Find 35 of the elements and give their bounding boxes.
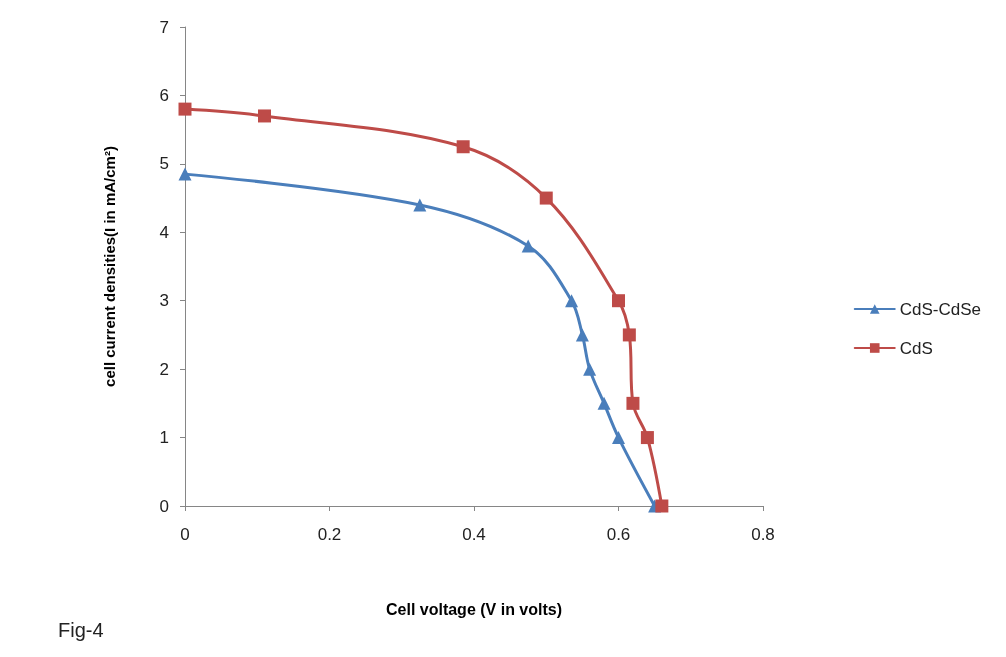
y-tick-label: 3	[159, 291, 169, 311]
legend-label: CdS-CdSe	[899, 299, 982, 319]
x-tick-label: 0	[180, 525, 190, 544]
x-tick-label: 0.2	[317, 525, 342, 544]
point	[413, 198, 427, 212]
point	[626, 396, 640, 410]
y-tick-label: 7	[159, 17, 169, 37]
y-tick-label: 4	[159, 222, 169, 242]
point	[575, 328, 589, 342]
y-tick-label: 0	[159, 496, 169, 516]
x-tick-label: 0.8	[751, 525, 775, 544]
x-axis-title: Cell voltage (V in volts)	[385, 600, 563, 618]
point	[612, 294, 625, 308]
point	[640, 431, 654, 445]
point	[178, 102, 192, 116]
point	[178, 167, 192, 181]
point	[539, 191, 553, 205]
point	[597, 396, 611, 410]
point	[565, 294, 579, 308]
point	[257, 109, 271, 123]
text: Fig-4	[58, 619, 104, 641]
legend-label: CdS	[899, 338, 933, 358]
point	[622, 328, 636, 342]
y-tick-label: 6	[159, 85, 169, 105]
y-tick-label: 1	[159, 428, 169, 448]
point	[456, 140, 470, 154]
point	[655, 499, 669, 513]
x-tick-label: 0.6	[606, 525, 631, 544]
y-axis-title: cell current densities(I in mA/cm²)	[101, 146, 118, 387]
x-tick-label: 0.4	[462, 525, 486, 544]
y-tick-label: 2	[159, 359, 169, 379]
point	[521, 239, 535, 253]
point	[612, 431, 625, 445]
y-tick-label: 5	[159, 154, 169, 174]
point	[583, 362, 597, 376]
